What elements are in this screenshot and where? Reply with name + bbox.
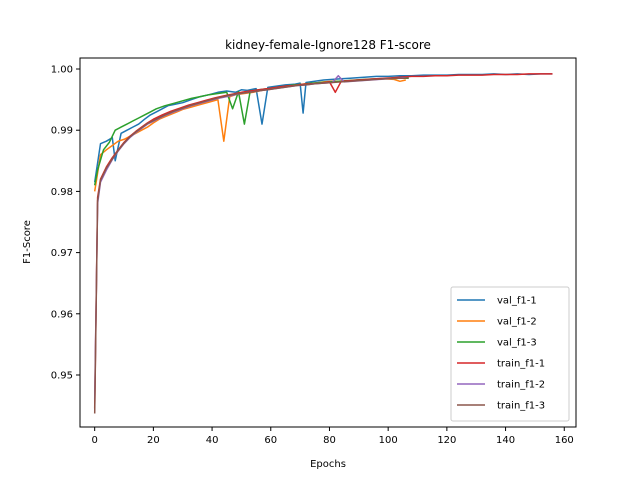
- legend-label-val_f1-1: val_f1-1: [497, 296, 537, 307]
- y-tick-label: 0.98: [51, 187, 73, 198]
- x-axis-ticks: 0 20 40 60 80 100 120 140 160: [91, 427, 574, 446]
- x-tick-label: 20: [147, 435, 160, 446]
- y-axis-title: F1-Score: [22, 220, 33, 264]
- plot-lines: [93, 73, 553, 414]
- x-tick-label: 0: [91, 435, 97, 446]
- series-line-train_f1-3: [93, 76, 409, 414]
- x-tick-label: 160: [555, 435, 574, 446]
- x-tick-label: 100: [379, 435, 398, 446]
- y-axis-ticks: 0.95 0.96 0.97 0.98 0.99 1.00: [51, 65, 80, 381]
- legend-label-train_f1-1: train_f1-1: [497, 359, 545, 370]
- x-axis-title: Epochs: [310, 459, 346, 470]
- y-tick-label: 0.99: [51, 126, 73, 137]
- x-tick-label: 80: [323, 435, 336, 446]
- y-tick-label: 0.96: [51, 309, 73, 320]
- x-tick-label: 140: [496, 435, 515, 446]
- x-tick-label: 60: [264, 435, 277, 446]
- legend-label-train_f1-3: train_f1-3: [497, 401, 545, 412]
- chart-title: kidney-female-Ignore128 F1-score: [225, 38, 431, 52]
- y-tick-label: 0.97: [51, 248, 73, 259]
- x-tick-label: 120: [437, 435, 456, 446]
- plot-frame: [79, 57, 577, 428]
- y-tick-label: 1.00: [51, 65, 73, 76]
- legend-label-val_f1-3: val_f1-3: [497, 338, 537, 349]
- x-tick-label: 40: [206, 435, 219, 446]
- y-tick-label: 0.95: [51, 370, 73, 381]
- legend: val_f1-1 val_f1-2 val_f1-3 train_f1-1 train_…: [450, 286, 570, 422]
- legend-label-val_f1-2: val_f1-2: [497, 317, 537, 328]
- legend-label-train_f1-2: train_f1-2: [497, 380, 545, 391]
